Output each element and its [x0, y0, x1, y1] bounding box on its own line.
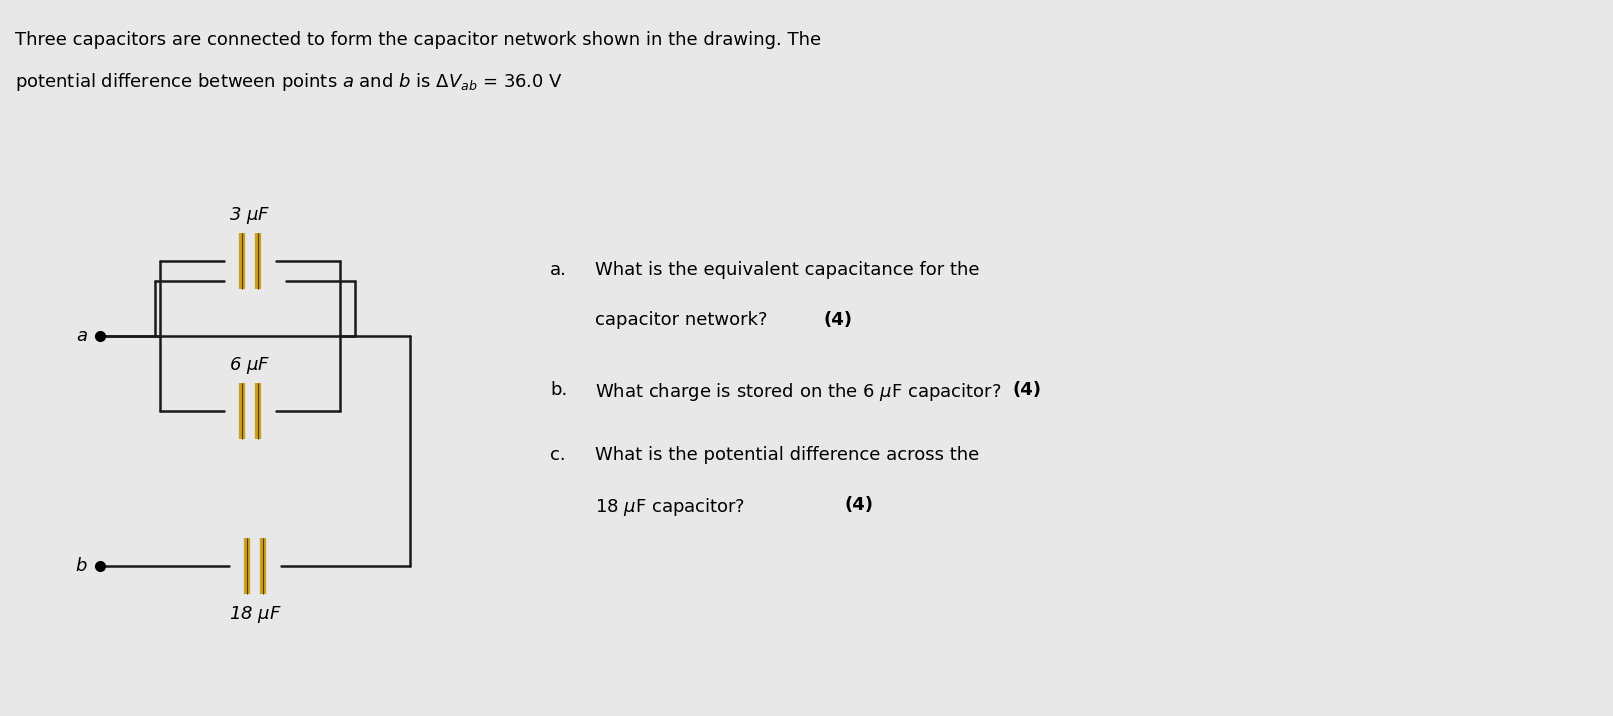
- Text: $b$: $b$: [76, 557, 89, 575]
- Text: a.: a.: [550, 261, 566, 279]
- Text: (4): (4): [845, 496, 874, 514]
- Text: 3 $\mu$F: 3 $\mu$F: [229, 205, 271, 226]
- Text: What is the potential difference across the: What is the potential difference across …: [595, 446, 979, 464]
- Text: What charge is stored on the 6 $\mu$F capacitor?: What charge is stored on the 6 $\mu$F ca…: [595, 381, 1003, 403]
- Text: capacitor network?: capacitor network?: [595, 311, 773, 329]
- Text: 18 $\mu$F: 18 $\mu$F: [229, 604, 281, 625]
- Text: 6 $\mu$F: 6 $\mu$F: [229, 355, 271, 376]
- Text: $a$: $a$: [76, 327, 89, 345]
- Text: (4): (4): [823, 311, 852, 329]
- Text: Three capacitors are connected to form the capacitor network shown in the drawin: Three capacitors are connected to form t…: [15, 31, 821, 49]
- Text: b.: b.: [550, 381, 568, 399]
- Text: c.: c.: [550, 446, 566, 464]
- Text: (4): (4): [1013, 381, 1042, 399]
- Text: 18 $\mu$F capacitor?: 18 $\mu$F capacitor?: [595, 496, 747, 518]
- Text: potential difference between points $a$ and $b$ is $\Delta V_{ab}$ = 36.0 V: potential difference between points $a$ …: [15, 71, 563, 93]
- Text: What is the equivalent capacitance for the: What is the equivalent capacitance for t…: [595, 261, 979, 279]
